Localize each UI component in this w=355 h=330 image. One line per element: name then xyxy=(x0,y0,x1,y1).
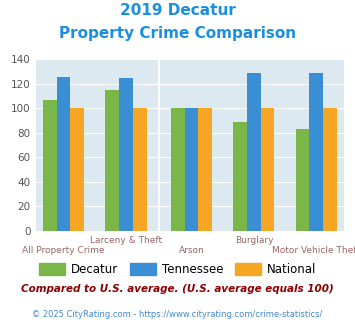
Bar xyxy=(70,109,84,231)
Bar xyxy=(233,122,247,231)
Bar xyxy=(261,109,274,231)
Text: Larceny & Theft: Larceny & Theft xyxy=(90,236,162,245)
Text: 2019 Decatur: 2019 Decatur xyxy=(120,3,235,18)
Bar xyxy=(43,100,57,231)
Bar xyxy=(133,109,147,231)
Bar xyxy=(310,73,323,231)
Bar xyxy=(185,109,198,231)
Text: © 2025 CityRating.com - https://www.cityrating.com/crime-statistics/: © 2025 CityRating.com - https://www.city… xyxy=(32,311,323,319)
Text: Motor Vehicle Theft: Motor Vehicle Theft xyxy=(272,246,355,255)
Text: Arson: Arson xyxy=(179,246,204,255)
Text: Property Crime Comparison: Property Crime Comparison xyxy=(59,26,296,41)
Text: Compared to U.S. average. (U.S. average equals 100): Compared to U.S. average. (U.S. average … xyxy=(21,284,334,294)
Bar xyxy=(171,109,185,231)
Bar xyxy=(247,73,261,231)
Bar xyxy=(105,90,119,231)
Bar xyxy=(198,109,212,231)
Text: Burglary: Burglary xyxy=(235,236,273,245)
Bar xyxy=(119,78,133,231)
Legend: Decatur, Tennessee, National: Decatur, Tennessee, National xyxy=(34,258,321,281)
Text: All Property Crime: All Property Crime xyxy=(22,246,105,255)
Bar xyxy=(296,129,310,231)
Bar xyxy=(57,77,70,231)
Bar xyxy=(323,109,337,231)
